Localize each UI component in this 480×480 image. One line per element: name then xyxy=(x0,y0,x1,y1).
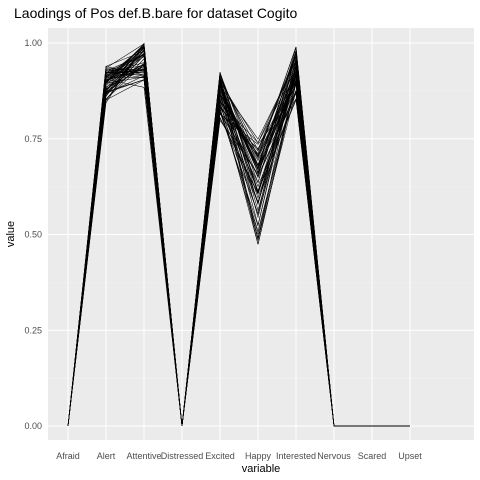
x-axis-title: variable xyxy=(242,463,281,475)
x-tick-label: Attentive xyxy=(126,451,161,461)
y-tick-label: 0.25 xyxy=(24,325,42,335)
x-tick-label: Happy xyxy=(245,451,272,461)
y-tick-label: 1.00 xyxy=(24,38,42,48)
x-tick-label: Excited xyxy=(205,451,235,461)
series-lines xyxy=(67,42,410,427)
y-tick-label: 0.00 xyxy=(24,421,42,431)
y-axis-ticks: 0.00 0.25 0.50 0.75 1.00 xyxy=(24,38,42,431)
y-tick-label: 0.75 xyxy=(24,134,42,144)
y-axis-title: value xyxy=(5,221,17,247)
x-tick-label: Alert xyxy=(97,451,116,461)
x-axis-ticks: Afraid Alert Attentive Distressed Excited Hap… xyxy=(56,451,422,461)
x-tick-label: Nervous xyxy=(317,451,351,461)
x-tick-label: Scared xyxy=(358,451,387,461)
x-tick-label: Upset xyxy=(398,451,422,461)
chart-title: Laodings of Pos def.B.bare for dataset C… xyxy=(14,5,298,21)
x-tick-label: Distressed xyxy=(161,451,204,461)
x-tick-label: Afraid xyxy=(56,451,80,461)
x-tick-label: Interested xyxy=(276,451,316,461)
series-line xyxy=(67,54,410,427)
y-tick-label: 0.50 xyxy=(24,230,42,240)
